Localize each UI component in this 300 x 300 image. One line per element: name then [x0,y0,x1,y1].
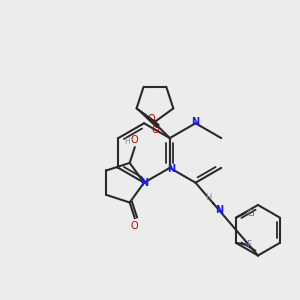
Text: Cl: Cl [247,209,255,218]
Text: N: N [140,178,148,188]
Polygon shape [136,108,159,128]
Text: O: O [147,114,155,124]
Text: H: H [124,137,130,146]
Text: N: N [191,117,200,127]
Text: O: O [151,125,159,135]
Text: F: F [247,240,252,249]
Text: H: H [206,193,212,202]
Text: O: O [131,221,139,231]
Text: N: N [215,205,223,215]
Text: N: N [167,164,175,174]
Text: O: O [131,135,139,145]
